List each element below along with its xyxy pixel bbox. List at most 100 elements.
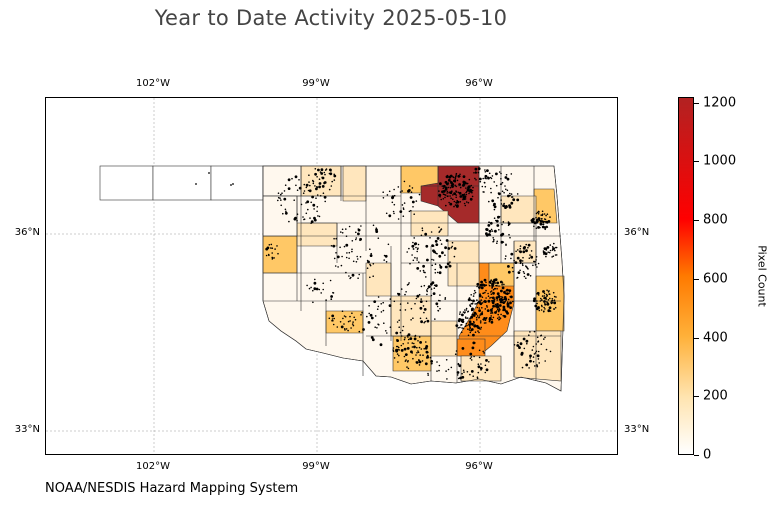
fire-detection-dot [529, 275, 532, 277]
fire-detection-dot [423, 308, 427, 311]
fire-detection-dot [411, 342, 414, 344]
fire-detection-dot [422, 264, 425, 268]
fire-detection-dot [385, 330, 387, 332]
fire-detection-dot [317, 215, 319, 217]
fire-detection-dot [468, 192, 470, 195]
fire-detection-dot [478, 294, 482, 298]
fire-detection-dot [479, 320, 482, 322]
fire-detection-dot [357, 277, 359, 280]
fire-detection-dot [343, 315, 346, 317]
fire-detection-dot [488, 172, 491, 175]
fire-detection-dot [553, 299, 556, 302]
fire-detection-dot [461, 375, 465, 379]
fire-detection-dot [491, 307, 494, 310]
fire-detection-dot [526, 342, 528, 345]
fire-detection-dot [535, 263, 537, 266]
fire-detection-dot [287, 178, 291, 182]
fire-detection-dot [536, 300, 538, 302]
fire-detection-dot [282, 212, 284, 215]
fire-detection-dot [544, 302, 546, 305]
fire-detection-dot [448, 201, 450, 204]
fire-detection-dot [485, 232, 488, 236]
fire-detection-dot [325, 299, 327, 301]
fire-detection-dot [548, 306, 552, 310]
fire-detection-dot [412, 206, 414, 208]
fire-detection-dot [470, 184, 473, 187]
fire-detection-dot [399, 210, 403, 214]
county-leflore [535, 275, 565, 332]
fire-detection-dot [430, 360, 433, 363]
fire-detection-dot [444, 265, 448, 269]
fire-detection-dot [490, 279, 493, 281]
fire-detection-dot [429, 237, 431, 239]
fire-detection-dot [492, 291, 495, 295]
fire-detection-dot [499, 183, 502, 185]
fire-detection-dot [516, 256, 520, 260]
fire-detection-dot [368, 305, 370, 307]
fire-detection-dot [276, 245, 278, 247]
fire-detection-dot [447, 186, 450, 189]
fire-detection-dot [525, 249, 528, 253]
fire-detection-dot [536, 211, 539, 214]
fire-detection-dot [328, 169, 331, 171]
fire-detection-dot [341, 310, 344, 313]
fire-detection-dot [477, 330, 479, 332]
county-delaware [533, 188, 558, 224]
fire-detection-dot [459, 326, 461, 329]
fire-detection-dot [496, 224, 500, 227]
fire-detection-dot [510, 257, 512, 260]
fire-detection-dot [490, 317, 492, 319]
fire-detection-dot [420, 298, 423, 300]
fire-detection-dot [537, 355, 540, 357]
fire-detection-dot [540, 218, 543, 220]
fire-detection-dot [486, 305, 488, 307]
fire-detection-dot [465, 322, 468, 325]
fire-detection-dot [446, 195, 449, 198]
fire-detection-dot [498, 304, 502, 307]
fire-detection-dot [540, 309, 543, 311]
map-panel [45, 97, 618, 455]
fire-detection-dot [501, 232, 505, 236]
fire-detection-dot [444, 196, 446, 199]
county-beaver [262, 165, 302, 197]
fire-detection-dot [271, 256, 274, 259]
fire-detection-dot [519, 342, 523, 346]
fire-detection-dot [532, 299, 536, 303]
fire-detection-dot [447, 368, 450, 371]
fire-detection-dot [470, 303, 473, 305]
fire-detection-dot [488, 200, 490, 203]
fire-detection-dot [455, 172, 458, 175]
fire-detection-dot [468, 178, 471, 181]
fire-detection-dot [438, 226, 440, 229]
fire-detection-dot [462, 311, 465, 313]
fire-detection-dot [284, 184, 287, 186]
fire-detection-dot [367, 321, 371, 324]
fire-detection-dot [369, 313, 373, 317]
fire-detection-dot [404, 293, 406, 296]
fire-detection-dot [458, 318, 462, 321]
fire-detection-dot [383, 322, 385, 325]
fire-detection-dot [547, 220, 551, 223]
fire-detection-dot [440, 198, 443, 201]
fire-detection-dot [308, 174, 310, 176]
fire-detection-dot [309, 217, 311, 219]
fire-detection-dot [489, 297, 491, 299]
fire-detection-dot [525, 243, 527, 246]
fire-detection-dot [316, 194, 319, 196]
fire-detection-dot [459, 313, 461, 315]
fire-detection-dot [441, 185, 444, 187]
fire-detection-dot [446, 262, 450, 266]
fire-detection-dot [293, 199, 296, 201]
fire-detection-dot [477, 167, 481, 171]
fire-detection-dot [280, 193, 282, 196]
fire-detection-dot [285, 210, 287, 213]
fire-detection-dot [315, 187, 318, 191]
fire-detection-dot [541, 210, 544, 213]
fire-detection-dot [500, 172, 502, 175]
fire-detection-dot [469, 317, 472, 320]
fire-detection-dot [279, 197, 281, 199]
fire-detection-dot [265, 254, 268, 257]
fire-detection-dot [520, 353, 524, 356]
fire-detection-dot [496, 308, 499, 311]
fire-detection-dot [503, 283, 505, 286]
